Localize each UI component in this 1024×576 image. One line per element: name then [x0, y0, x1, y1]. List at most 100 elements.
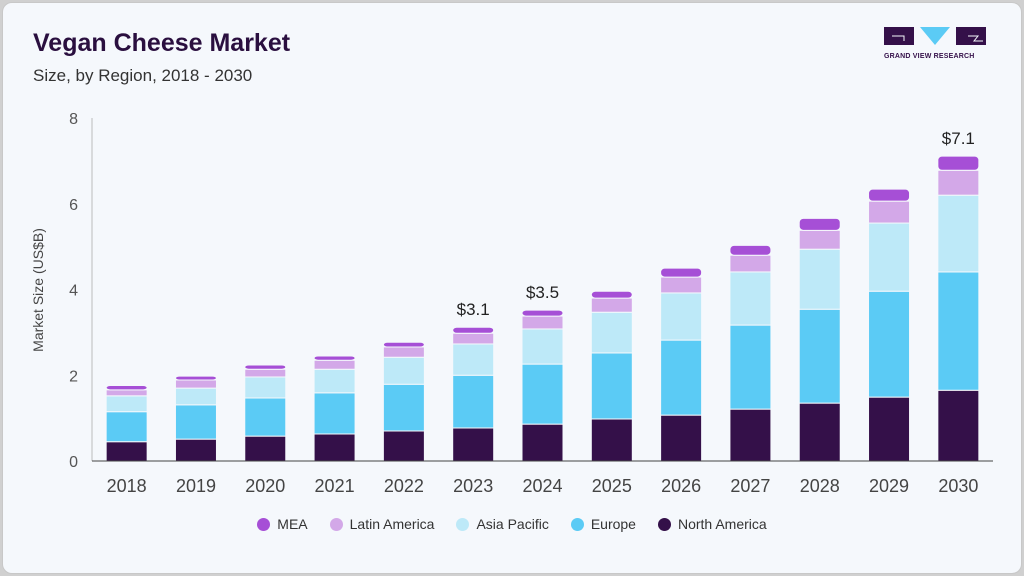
- bar-segment-europe: [660, 339, 703, 416]
- y-tick-label: 8: [69, 111, 78, 128]
- bar-segment-mea: [660, 267, 703, 278]
- bar-segment-latin-america: [590, 297, 633, 313]
- logo-text: GRAND VIEW RESEARCH: [884, 53, 975, 60]
- bar-segment-asia-pacific: [313, 368, 356, 394]
- bar-segment-mea: [937, 155, 980, 171]
- bar-segment-europe: [798, 308, 841, 404]
- bar-segment-latin-america: [244, 368, 287, 378]
- bar-segment-north-america: [452, 427, 495, 462]
- data-label: $3.5: [526, 283, 559, 302]
- bar-segment-europe: [452, 374, 495, 429]
- bar-segment-asia-pacific: [729, 271, 772, 326]
- x-tick-label: 2024: [522, 476, 562, 496]
- bar-segment-asia-pacific: [521, 328, 564, 365]
- legend-swatch: [329, 517, 343, 531]
- legend-label: Europe: [590, 516, 636, 532]
- bar-segment-asia-pacific: [937, 194, 980, 273]
- y-tick-label: 2: [69, 368, 78, 385]
- bar-segment-latin-america: [868, 200, 911, 224]
- x-tick-label: 2020: [245, 476, 285, 496]
- x-tick-label: 2021: [315, 476, 355, 496]
- bar-segment-north-america: [868, 396, 911, 462]
- x-tick-label: 2022: [384, 476, 424, 496]
- grand-view-research-logo: GRAND VIEW RESEARCH: [884, 27, 986, 60]
- bar-segment-mea: [729, 244, 772, 256]
- bar-segment-asia-pacific: [868, 222, 911, 292]
- bar-segment-europe: [244, 397, 287, 437]
- bar-segment-europe: [174, 404, 217, 440]
- y-tick-label: 6: [69, 197, 78, 214]
- bar-segment-mea: [590, 290, 633, 299]
- x-tick-label: 2026: [661, 476, 701, 496]
- bar-segment-mea: [174, 375, 217, 381]
- bar-segment-asia-pacific: [174, 387, 217, 406]
- x-tick-label: 2019: [176, 476, 216, 496]
- bar-segment-mea: [798, 217, 841, 231]
- bar-segment-mea: [868, 188, 911, 202]
- legend-swatch: [456, 517, 470, 531]
- bar-segment-north-america: [244, 435, 287, 462]
- bar-segment-latin-america: [521, 315, 564, 330]
- legend-label: North America: [677, 516, 767, 532]
- bar-segment-latin-america: [660, 276, 703, 294]
- bar-segment-asia-pacific: [244, 376, 287, 399]
- bar-segment-latin-america: [382, 346, 425, 358]
- bar-segment-europe: [382, 383, 425, 432]
- bar-segment-latin-america: [729, 254, 772, 273]
- legend: MEA Latin America Asia Pacific Europe North …: [0, 516, 1024, 532]
- bar-segment-north-america: [382, 430, 425, 462]
- bar-segment-north-america: [313, 433, 356, 462]
- legend-swatch: [570, 517, 584, 531]
- bar-segment-asia-pacific: [798, 248, 841, 310]
- x-tick-label: 2027: [730, 476, 770, 496]
- bar-segment-latin-america: [452, 332, 495, 345]
- legend-item: MEA: [257, 516, 308, 532]
- legend-item: Latin America: [329, 516, 435, 532]
- bar-segment-mea: [382, 341, 425, 348]
- bar-segment-latin-america: [174, 379, 217, 389]
- bar-segment-latin-america: [105, 389, 148, 397]
- bar-segment-north-america: [660, 414, 703, 462]
- legend-item: North America: [657, 516, 767, 532]
- legend-label: Latin America: [349, 516, 435, 532]
- bar-segment-north-america: [174, 438, 217, 462]
- chart-title: Vegan Cheese Market: [33, 29, 291, 57]
- bar-segment-north-america: [521, 423, 564, 462]
- bar-segment-europe: [937, 271, 980, 391]
- x-tick-label: 2025: [592, 476, 632, 496]
- legend-swatch: [257, 517, 271, 531]
- bar-segment-europe: [521, 363, 564, 425]
- bar-segment-asia-pacific: [590, 311, 633, 354]
- y-tick-label: 4: [69, 283, 78, 300]
- bar-segment-north-america: [937, 389, 980, 462]
- bar-segment-mea: [105, 385, 148, 391]
- bar-segment-europe: [729, 324, 772, 410]
- legend-item: Europe: [570, 516, 636, 532]
- x-tick-label: 2029: [869, 476, 909, 496]
- bar-segment-north-america: [590, 418, 633, 462]
- legend-label: Asia Pacific: [476, 516, 549, 532]
- x-tick-label: 2018: [107, 476, 147, 496]
- y-axis-title: Market Size (US$B): [30, 228, 46, 352]
- bar-segment-europe: [868, 290, 911, 398]
- data-label: $3.1: [457, 300, 490, 319]
- bar-segment-europe: [105, 411, 148, 443]
- bar-segment-latin-america: [937, 169, 980, 196]
- x-tick-label: 2023: [453, 476, 493, 496]
- y-tick-label: 0: [69, 454, 78, 471]
- legend-swatch: [657, 517, 671, 531]
- bar-segment-asia-pacific: [382, 356, 425, 385]
- bar-segment-north-america: [798, 402, 841, 462]
- legend-item: Asia Pacific: [456, 516, 549, 532]
- bar-segment-mea: [244, 364, 287, 370]
- bar-segment-asia-pacific: [105, 395, 148, 413]
- bar-segment-asia-pacific: [452, 343, 495, 376]
- bar-segment-asia-pacific: [660, 292, 703, 341]
- logo-icon: [884, 27, 986, 45]
- x-tick-label: 2028: [800, 476, 840, 496]
- bar-segment-mea: [313, 355, 356, 361]
- bar-segment-north-america: [729, 408, 772, 462]
- bar-segment-latin-america: [313, 359, 356, 370]
